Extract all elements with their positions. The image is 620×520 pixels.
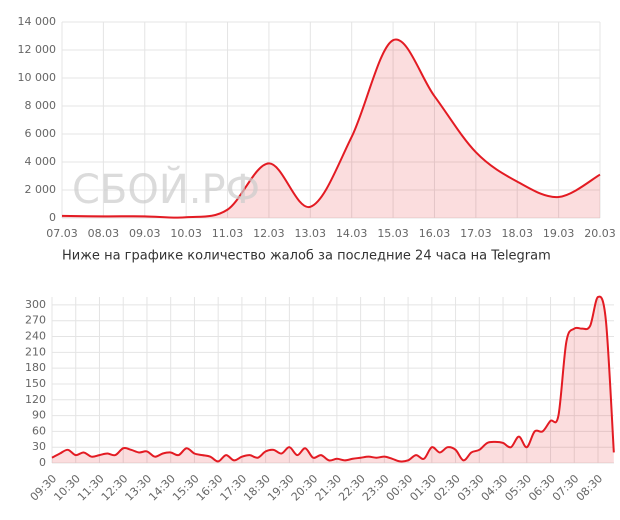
x-tick-label: 16.03 bbox=[419, 227, 451, 240]
line bbox=[51, 295, 615, 463]
x-tick-label: 11.03 bbox=[212, 227, 244, 240]
y-tick-label: 150 bbox=[25, 377, 46, 390]
y-tick-label: 0 bbox=[39, 456, 46, 469]
area bbox=[52, 296, 614, 463]
x-tick-label: 17.03 bbox=[460, 227, 492, 240]
y-tick-label: 14 000 bbox=[18, 15, 57, 28]
y-tick-label: 30 bbox=[32, 440, 46, 453]
x-tick-label: 15.03 bbox=[377, 227, 409, 240]
caption: Ниже на графике количество жалоб за посл… bbox=[62, 249, 551, 264]
chart: 0 2 000 4 000 6 000 8 000 10 000 12 000 14 000 0… bbox=[18, 15, 616, 240]
x-tick-label: 18.03 bbox=[501, 227, 533, 240]
y-tick-label: 270 bbox=[25, 314, 46, 327]
x-tick-label: 12.03 bbox=[253, 227, 285, 240]
x-tick-label: 08:30 bbox=[574, 472, 606, 504]
y-tick-label: 300 bbox=[25, 298, 46, 311]
x-tick-label: 20.03 bbox=[584, 227, 616, 240]
y-tick-label: 120 bbox=[25, 393, 46, 406]
y-tick-label: 8 000 bbox=[25, 99, 57, 112]
y-tick-label: 240 bbox=[25, 330, 46, 343]
x-tick-label: 19.03 bbox=[543, 227, 575, 240]
area bbox=[62, 39, 600, 218]
y-tick-label: 0 bbox=[49, 211, 56, 224]
y-tick-label: 210 bbox=[25, 345, 46, 358]
x-tick-label: 08.03 bbox=[88, 227, 120, 240]
x-tick-label: 13.03 bbox=[295, 227, 327, 240]
x-tick-label: 14.03 bbox=[336, 227, 368, 240]
line bbox=[61, 38, 601, 219]
y-tick-label: 6 000 bbox=[25, 127, 57, 140]
x-tick-label: 09.03 bbox=[129, 227, 161, 240]
y-tick-label: 4 000 bbox=[25, 155, 57, 168]
chart: 030609012015018021024027030009:3010:3011… bbox=[25, 295, 615, 504]
watermark: СБОЙ.РФ bbox=[72, 165, 260, 213]
y-tick-label: 10 000 bbox=[18, 71, 57, 84]
y-tick-label: 2 000 bbox=[25, 183, 57, 196]
y-tick-label: 90 bbox=[32, 409, 46, 422]
x-tick-label: 07.03 bbox=[46, 227, 78, 240]
y-tick-label: 12 000 bbox=[18, 43, 57, 56]
y-tick-label: 60 bbox=[32, 424, 46, 437]
x-tick-label: 10.03 bbox=[170, 227, 202, 240]
y-tick-label: 180 bbox=[25, 361, 46, 374]
